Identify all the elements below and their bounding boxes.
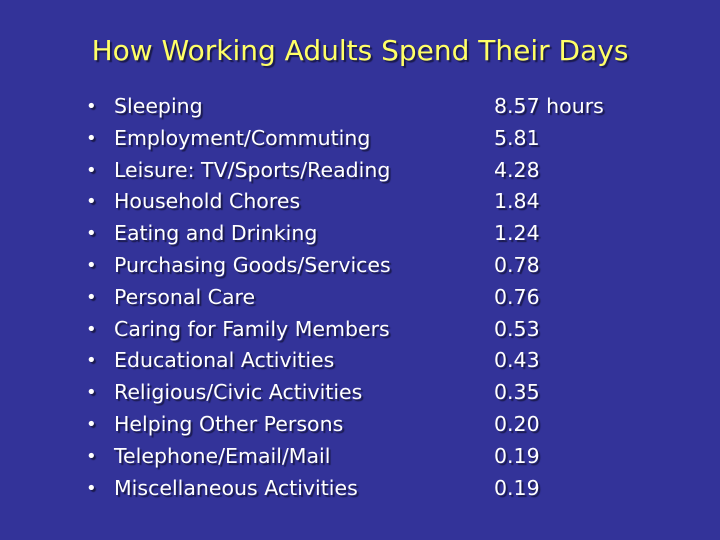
activity-hours: 0.35: [494, 380, 540, 405]
activity-hours: 0.78: [494, 252, 540, 277]
list-item: • Religious/Civic Activities 0.35: [0, 377, 720, 409]
slide-title: How Working Adults Spend Their Days: [91, 34, 629, 67]
bullet-icon: •: [86, 96, 97, 117]
bullet-icon: •: [86, 445, 97, 467]
list-item: • Sleeping 8.57 hours: [0, 91, 720, 123]
activity-label: Religious/Civic Activities: [114, 380, 363, 405]
activity-hours: 0.53: [494, 316, 540, 341]
bullet-icon: •: [86, 350, 97, 372]
list-item: • Miscellaneous Activities 0.19: [0, 473, 720, 505]
activity-label: Caring for Family Members: [114, 316, 390, 341]
activity-list: • Sleeping 8.57 hours • Employment/Commuting…: [0, 91, 720, 504]
bullet-icon: •: [86, 382, 97, 404]
activity-hours: 0.19: [494, 475, 540, 500]
bullet-icon: •: [86, 318, 97, 340]
activity-hours: 0.20: [494, 411, 540, 436]
activity-label: Household Chores: [114, 189, 301, 214]
activity-hours: 1.24: [494, 221, 540, 246]
activity-label: Educational Activities: [114, 348, 335, 373]
bullet-icon: •: [86, 413, 97, 435]
bullet-icon: •: [86, 477, 97, 499]
activity-hours: 0.19: [494, 443, 540, 468]
bullet-icon: •: [86, 254, 97, 276]
list-item: • Eating and Drinking 1.24: [0, 218, 720, 250]
activity-hours: 0.76: [494, 284, 540, 309]
bullet-icon: •: [86, 191, 97, 213]
bullet-icon: •: [86, 286, 97, 308]
activity-hours: 1.84: [494, 189, 540, 214]
bullet-icon: •: [86, 223, 97, 245]
activity-label: Miscellaneous Activities: [114, 475, 358, 500]
list-item: • Employment/Commuting 5.81: [0, 123, 720, 155]
list-item: • Educational Activities 0.43: [0, 345, 720, 377]
activity-label: Employment/Commuting: [114, 125, 371, 150]
activity-hours: 8.57 hours: [494, 94, 604, 118]
activity-hours: 5.81: [494, 125, 540, 150]
activity-label: Personal Care: [114, 284, 256, 309]
activity-hours: 0.43: [494, 348, 540, 373]
list-item: • Helping Other Persons 0.20: [0, 409, 720, 441]
list-item: • Leisure: TV/Sports/Reading 4.28: [0, 155, 720, 187]
list-item: • Telephone/Email/Mail 0.19: [0, 441, 720, 473]
list-item: • Caring for Family Members 0.53: [0, 314, 720, 346]
bullet-icon: •: [86, 159, 97, 181]
activity-hours: 4.28: [494, 157, 540, 182]
activity-label: Helping Other Persons: [114, 411, 344, 436]
activity-label: Purchasing Goods/Services: [114, 252, 391, 277]
activity-label: Eating and Drinking: [114, 221, 318, 246]
list-item: • Purchasing Goods/Services 0.78: [0, 250, 720, 282]
list-item: • Household Chores 1.84: [0, 186, 720, 218]
activity-label: Sleeping: [114, 94, 203, 118]
bullet-icon: •: [86, 127, 97, 149]
activity-label: Leisure: TV/Sports/Reading: [114, 157, 391, 182]
list-item: • Personal Care 0.76: [0, 282, 720, 314]
activity-label: Telephone/Email/Mail: [114, 443, 331, 468]
